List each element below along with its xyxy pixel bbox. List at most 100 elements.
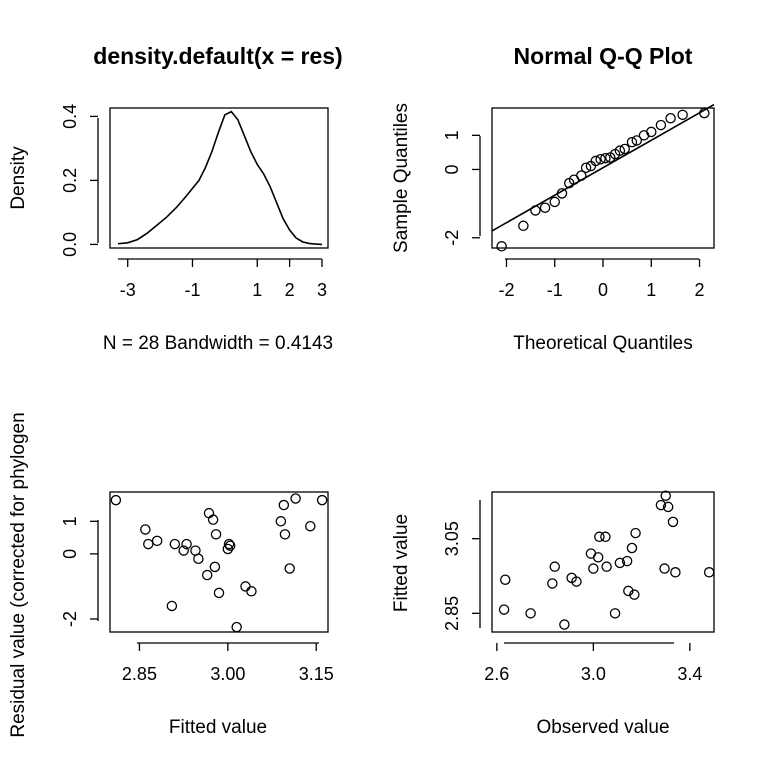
density-x-label: N = 28 Bandwidth = 0.4143 (103, 333, 333, 354)
fitted-observed-y-label: Fitted value (391, 514, 412, 612)
qq-point (580, 162, 592, 174)
residual-point (209, 561, 221, 573)
density-x-tick-label: 2 (285, 280, 295, 300)
qq-y-label: Sample Quantiles (391, 103, 412, 253)
fitted-observed-plot-box (491, 491, 715, 633)
qq-point (619, 143, 630, 155)
qq-x-label: Theoretical Quantiles (513, 333, 693, 354)
residual-point (201, 569, 213, 581)
density-curve (117, 110, 323, 246)
qq-y-ticks: -2 0 1 (442, 130, 480, 246)
fitted-observed-point (626, 542, 638, 554)
qq-point (556, 188, 568, 199)
qq-point (496, 241, 507, 252)
residual-point (246, 586, 257, 597)
qq-y-tick-label: -2 (442, 230, 462, 246)
density-panel: density.default(x = res) -3 -1 1 2 3 0.00.20… (8, 43, 343, 354)
qq-point (665, 112, 676, 124)
fitted-observed-point (621, 555, 633, 567)
residual-point (110, 494, 122, 506)
residual-point (224, 540, 236, 551)
density-y-tick-label: 0.0 (60, 232, 80, 257)
fitted-observed-point (630, 527, 641, 539)
fitted-observed-point (614, 557, 626, 569)
density-x-tick-label: 3 (317, 280, 327, 300)
qq-point (631, 135, 643, 146)
residual-point (278, 499, 290, 511)
density-x-tick-label: -3 (120, 280, 136, 300)
fitted-observed-point (498, 604, 510, 615)
qq-point (646, 126, 657, 138)
fitted-observed-point (629, 589, 640, 600)
residual-point (290, 493, 301, 504)
residual-plot-box (109, 491, 329, 633)
qq-point (518, 220, 529, 232)
density-y-label: Density (8, 146, 29, 210)
fitted-observed-point (549, 561, 560, 572)
fitted-observed-point (662, 501, 674, 513)
residual-point (143, 538, 154, 550)
fitted-observed-y-tick-label: 3.05 (442, 521, 462, 556)
residual-point (151, 535, 163, 547)
qq-x-tick-label: -2 (498, 280, 514, 300)
qq-point (600, 152, 611, 164)
fitted-observed-point (655, 499, 667, 511)
fitted-observed-point (609, 608, 621, 619)
residual-point (275, 516, 287, 527)
fitted-observed-point (623, 585, 634, 597)
fitted-observed-point (571, 576, 582, 587)
qq-point (614, 145, 626, 156)
qq-plot-box (491, 107, 715, 249)
qq-x-tick-label: 1 (646, 280, 656, 300)
qq-point (699, 107, 710, 119)
density-y-tick-label: 0.4 (60, 104, 80, 129)
residual-x-label: Fitted value (169, 717, 267, 738)
density-x-tick-label: 1 (252, 280, 262, 300)
qq-y-tick-label: 0 (442, 164, 462, 174)
fitted-observed-point (592, 552, 604, 563)
residual-point (223, 538, 235, 550)
residual-x-tick-label: 2.85 (122, 664, 157, 684)
residual-x-tick-label: 3.00 (210, 664, 245, 684)
residual-x-ticks: 2.85 3.00 3.15 (122, 643, 334, 684)
residual-point (166, 600, 178, 612)
qq-point (626, 136, 638, 148)
fitted-observed-point (670, 567, 681, 578)
qq-x-tick-label: 2 (695, 280, 705, 300)
fitted-observed-points (498, 490, 715, 630)
residual-point (181, 538, 192, 550)
residual-point (193, 553, 204, 564)
residual-y-label: Residual value (corrected for phylogen (8, 412, 29, 737)
qq-point (539, 202, 551, 213)
residual-point (178, 545, 189, 556)
fitted-observed-x-tick-label: 3.0 (581, 664, 606, 684)
residual-point (279, 529, 291, 540)
residual-x-tick-label: 3.15 (299, 664, 334, 684)
residual-y-tick-label: 1 (60, 516, 80, 526)
fitted-observed-point (547, 578, 558, 589)
fitted-observed-point (600, 531, 611, 543)
residual-point (140, 524, 151, 535)
density-title: density.default(x = res) (93, 43, 342, 69)
fitted-observed-point (703, 567, 715, 578)
density-x-tick-label: -1 (184, 280, 200, 300)
fitted-observed-x-ticks: 2.6 3.0 3.4 (484, 643, 702, 684)
qq-x-ticks: -2 -1 0 1 2 (498, 259, 705, 300)
qq-point (590, 155, 602, 167)
residual-point (316, 494, 328, 506)
residual-point (231, 621, 242, 633)
residual-point (203, 507, 215, 519)
residual-point (207, 514, 219, 525)
fitted-observed-y-ticks: 2.85 3.05 (442, 521, 480, 631)
residual-point (284, 563, 295, 574)
residual-y-tick-label: -2 (60, 611, 80, 627)
residual-point (240, 581, 251, 592)
residual-y-ticks: -2 0 1 (60, 516, 98, 627)
qq-point (595, 153, 606, 165)
density-y-ticks: 0.0 0.2 0.4 (60, 104, 98, 257)
fitted-observed-panel: 2.6 3.0 3.4 2.85 3.05 Observed value Fitted… (391, 490, 715, 738)
fitted-observed-y-tick-label: 2.85 (442, 596, 462, 631)
qq-x-tick-label: 0 (598, 280, 608, 300)
fitted-observed-point (601, 561, 612, 572)
residual-points (110, 493, 328, 633)
